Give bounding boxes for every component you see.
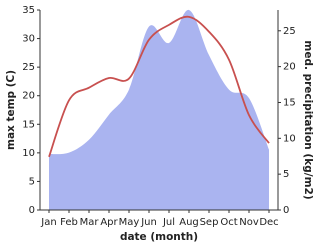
precipitation-area	[49, 9, 269, 210]
x-tick-label: Jul	[162, 217, 175, 228]
y-tick-label: 15	[22, 119, 35, 130]
y2-tick-label: 15	[283, 97, 296, 108]
x-tick-label: May	[119, 217, 140, 228]
x-tick-label: Jan	[40, 217, 56, 228]
y-tick-label: 0	[29, 205, 35, 216]
y2-tick-label: 5	[283, 169, 289, 180]
x-tick-label: Apr	[100, 217, 118, 228]
y-tick-label: 30	[22, 34, 35, 45]
x-tick-label: Jun	[140, 217, 157, 228]
x-tick-label: Sep	[200, 217, 219, 228]
x-tick-label: Nov	[239, 217, 259, 228]
x-tick-label: Mar	[80, 217, 100, 228]
x-tick-label: Feb	[60, 217, 78, 228]
x-tick-label: Oct	[220, 217, 237, 228]
y2-tick-label: 10	[283, 133, 296, 144]
x-tick-label: Dec	[259, 217, 278, 228]
x-axis-label: date (month)	[120, 231, 198, 243]
y-tick-label: 5	[29, 176, 35, 187]
y2-tick-label: 0	[283, 205, 289, 216]
temp-line	[48, 15, 270, 158]
y-tick-label: 25	[22, 62, 35, 73]
y-tick-label: 10	[22, 148, 35, 159]
y-tick-label: 20	[22, 91, 35, 102]
x-tick-label: Aug	[179, 217, 199, 228]
y-axis-label: max temp (C)	[5, 70, 17, 150]
y2-tick-label: 20	[283, 62, 296, 73]
chart: date (month) max temp (C) med. precipita…	[5, 5, 314, 243]
y2-axis-label: med. precipitation (kg/m2)	[302, 40, 314, 199]
y-tick-label: 35	[22, 5, 35, 16]
y2-tick-label: 25	[283, 26, 296, 37]
